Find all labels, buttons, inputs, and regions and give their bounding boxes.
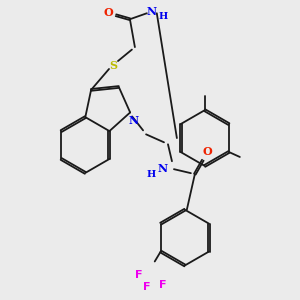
Text: F: F — [159, 280, 166, 290]
Text: H: H — [146, 170, 156, 179]
Text: N: N — [128, 115, 138, 126]
Text: O: O — [103, 7, 113, 18]
Text: N: N — [147, 6, 157, 17]
Text: F: F — [143, 282, 151, 292]
Text: N: N — [158, 163, 168, 174]
Text: H: H — [158, 12, 167, 21]
Text: S: S — [109, 59, 117, 70]
Text: O: O — [203, 146, 213, 157]
Text: F: F — [135, 270, 142, 280]
